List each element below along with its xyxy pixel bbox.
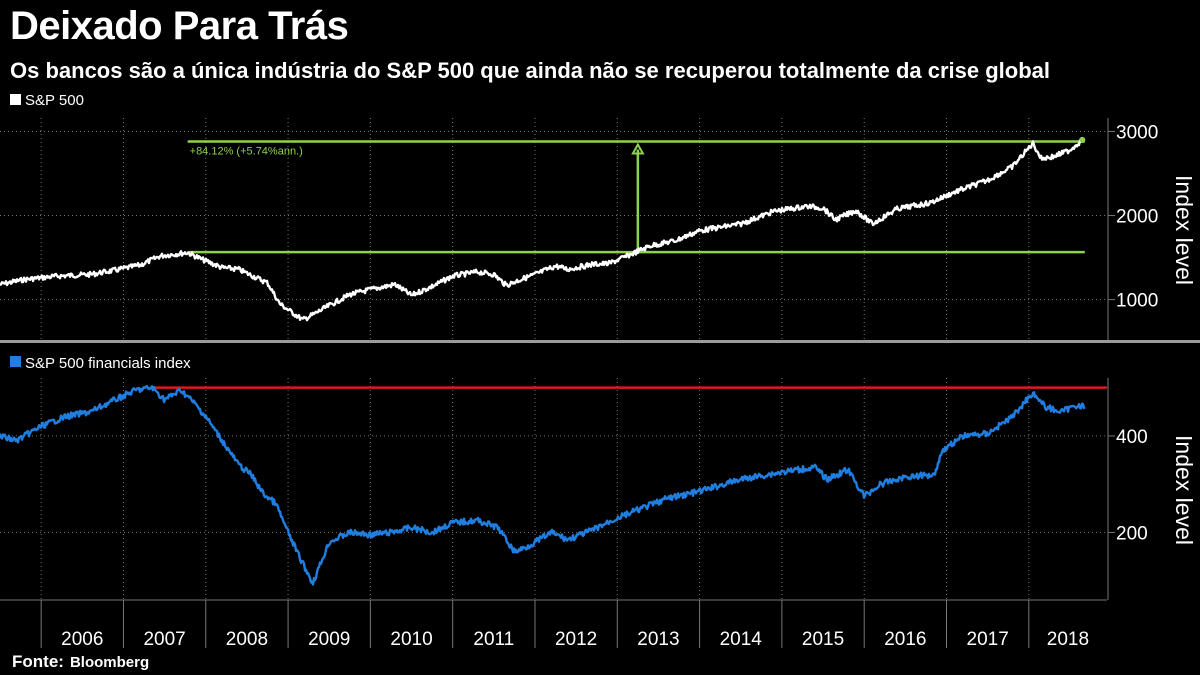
x-tick-label: 2009 xyxy=(308,629,350,650)
x-tick-label: 2007 xyxy=(143,629,185,650)
y-tick-label: 3000 xyxy=(1116,122,1158,143)
y-tick-label: 2000 xyxy=(1116,207,1158,228)
x-tick-label: 2008 xyxy=(226,629,268,650)
chart-title: Deixado Para Trás xyxy=(10,4,349,48)
x-tick-label: 2010 xyxy=(390,629,432,650)
x-tick-label: 2006 xyxy=(61,629,103,650)
x-tick-label: 2011 xyxy=(473,629,514,650)
y-tick-label: 200 xyxy=(1116,523,1148,544)
sp500-end-marker xyxy=(1079,136,1086,143)
x-tick-label: 2012 xyxy=(555,629,597,650)
x-tick-label: 2013 xyxy=(637,629,679,650)
chart-subtitle: Os bancos são a única indústria do S&P 5… xyxy=(10,58,1051,83)
gain-annotation-label: +84.12% (+5.74%ann.) xyxy=(190,146,303,158)
sp500-legend-swatch xyxy=(10,94,21,105)
gain-arrow-head xyxy=(631,142,645,155)
financials-legend-swatch xyxy=(10,356,21,367)
source-label: Fonte: xyxy=(12,652,64,671)
y-tick-label: 400 xyxy=(1116,427,1148,448)
sp500-y-axis-title: Index level xyxy=(1171,175,1197,285)
financials-line xyxy=(0,384,1086,586)
x-tick-label: 2015 xyxy=(802,629,844,650)
sp500-line xyxy=(0,138,1084,322)
x-tick-label: 2014 xyxy=(720,629,763,650)
panel-divider xyxy=(0,340,1200,343)
y-tick-label: 1000 xyxy=(1116,291,1158,312)
chart-plot-area: 1000 2000 3000 200 400 2006 2007 2008 2009 2010 20… xyxy=(0,118,1158,650)
financials-legend-label: S&P 500 financials index xyxy=(25,355,191,372)
source-note: Fonte: Bloomberg xyxy=(12,652,149,672)
source-value: Bloomberg xyxy=(69,654,150,671)
x-tick-label: 2018 xyxy=(1047,629,1089,650)
sp500-legend-label: S&P 500 xyxy=(25,92,84,109)
x-tick-label: 2017 xyxy=(967,629,1009,650)
financials-y-axis-title: Index level xyxy=(1171,435,1197,545)
x-tick-label: 2016 xyxy=(884,629,926,650)
